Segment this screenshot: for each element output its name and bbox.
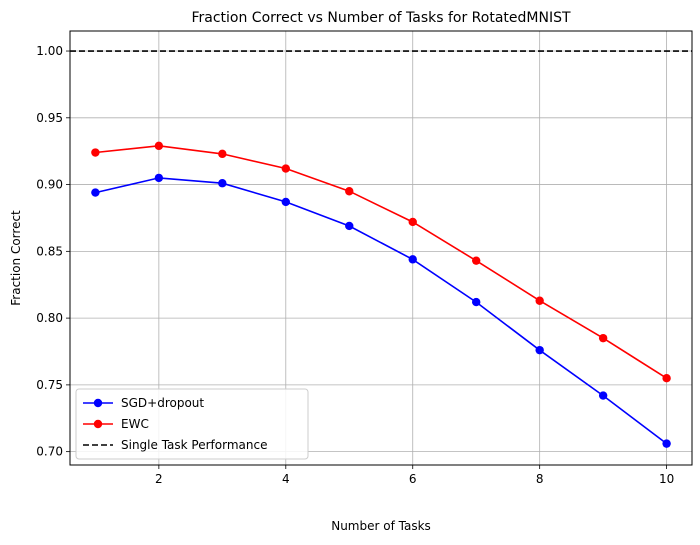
y-tick-label: 0.95 (36, 111, 63, 125)
data-point (408, 255, 417, 264)
x-tick-label: 8 (536, 472, 544, 486)
legend-label: Single Task Performance (121, 438, 267, 452)
data-series (91, 141, 671, 448)
data-point (472, 297, 481, 307)
x-axis-ticks: 2 4 6 8 10 (155, 465, 674, 486)
x-tick-label: 2 (155, 472, 163, 486)
series-group (91, 141, 671, 383)
data-point (91, 148, 100, 157)
data-point (281, 197, 290, 207)
x-tick-label: 6 (409, 472, 417, 486)
series-line (95, 177, 668, 445)
legend: SGD+dropout EWC Single Task Performance (75, 388, 309, 460)
data-point (218, 149, 227, 159)
y-tick-label: 1.00 (36, 44, 63, 58)
data-point (218, 179, 227, 188)
data-point (345, 187, 354, 196)
y-tick-label: 0.90 (36, 178, 63, 192)
data-point (472, 256, 481, 265)
data-point (345, 221, 354, 231)
legend-marker (93, 419, 103, 429)
legend-label: SGD+dropout (121, 396, 204, 410)
x-axis-label: Number of Tasks (331, 519, 431, 533)
y-tick-label: 0.80 (36, 311, 63, 325)
legend-marker (93, 398, 103, 408)
data-point (662, 439, 671, 448)
x-tick-label: 10 (659, 472, 674, 486)
y-tick-label: 0.70 (36, 445, 63, 459)
series-group (91, 173, 671, 448)
data-point (535, 296, 544, 305)
y-axis-ticks: 0.70 0.75 0.80 0.85 0.90 0.95 1.00 (36, 44, 70, 459)
data-point (598, 333, 608, 343)
legend-label: EWC (121, 417, 149, 431)
x-tick-label: 4 (282, 472, 290, 486)
chart-title: Fraction Correct vs Number of Tasks for … (191, 10, 570, 26)
data-point (598, 391, 608, 400)
y-axis-label: Fraction Correct (9, 210, 23, 306)
data-point (408, 217, 417, 227)
data-point (154, 141, 164, 151)
plot-frame (69, 30, 693, 466)
series-line (95, 144, 668, 379)
legend-box (75, 388, 309, 460)
data-point (154, 173, 164, 183)
data-point (281, 164, 290, 173)
data-point (91, 188, 100, 197)
y-tick-label: 0.75 (36, 378, 63, 392)
data-point (535, 345, 544, 355)
y-tick-label: 0.85 (36, 244, 63, 258)
data-point (662, 374, 671, 383)
